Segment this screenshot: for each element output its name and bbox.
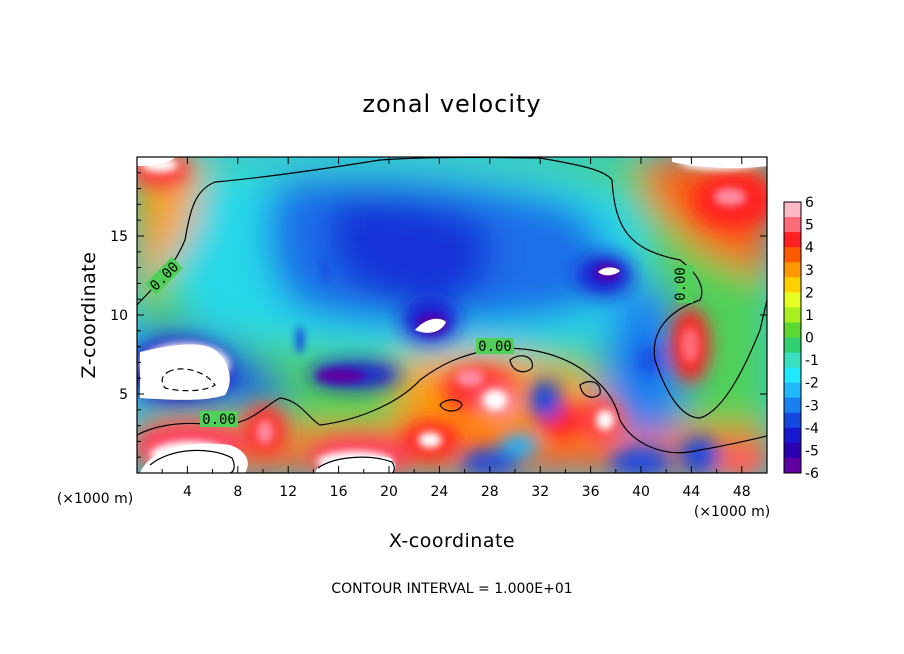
contour-label: 0.00 [478, 339, 512, 355]
colorbar-swatch [784, 457, 801, 474]
contour-label: 0.00 [202, 412, 236, 428]
contour-interval-note: CONTOUR INTERVAL = 1.000E+01 [331, 581, 572, 597]
colorbar-swatch [784, 247, 801, 263]
x-tick-label: 36 [582, 484, 600, 500]
x-tick-label: 4 [183, 484, 192, 500]
contour-zero-blob-c [579, 381, 601, 398]
colorbar-swatch [784, 232, 801, 248]
y-axis: 5 10 15 [110, 172, 767, 458]
colorbar-swatch [784, 322, 801, 338]
colorbar-frame [783, 201, 802, 474]
contour-positive-left [149, 449, 235, 473]
x-axis: 4 8 12 16 20 24 28 32 36 40 44 48 [161, 157, 751, 500]
colorbar-tick-label: -5 [805, 443, 819, 459]
core-white-right [598, 267, 620, 276]
colorbar-tick-label: -2 [805, 376, 819, 392]
colorbar-tick-label: -4 [805, 421, 819, 437]
y-tick-label: 15 [110, 229, 128, 245]
colorbar-swatch [784, 397, 801, 414]
x-axis-title: X-coordinate [389, 530, 515, 552]
colorbar-swatch [784, 337, 801, 354]
x-tick-label: 28 [481, 484, 499, 500]
colorbar-swatch [784, 427, 801, 444]
colorbar-swatch [784, 202, 801, 218]
x-axis-unit: (×1000 m) [694, 504, 770, 520]
colorbar-tick-label: 5 [805, 218, 814, 234]
colorbar-tick-label: 0 [805, 331, 814, 347]
x-tick-label: 8 [233, 484, 242, 500]
colorbar-tick-label: 2 [805, 285, 814, 301]
x-tick-label: 20 [380, 484, 398, 500]
y-axis-unit: (×1000 m) [57, 491, 133, 507]
contour-labels: 0.00 0.00 0.00 0.00 [144, 256, 693, 428]
colorbar-tick-label: 6 [805, 195, 814, 211]
plot-area [137, 157, 767, 473]
core-white-ground-left [140, 443, 248, 473]
colorbar-swatch [784, 412, 801, 429]
contour-zero-lower [137, 347, 767, 454]
colorbar-tick-label: 1 [805, 308, 814, 324]
core-white-topleft [137, 157, 175, 166]
x-tick-label: 40 [632, 484, 650, 500]
x-tick-label: 12 [279, 484, 297, 500]
colorbar-swatch [784, 292, 801, 308]
colorbar-swatch [784, 262, 801, 278]
colorbar-swatch [784, 307, 801, 323]
colorbar-tick-label: -6 [805, 466, 819, 482]
contour-zero-blob-b [509, 355, 533, 373]
colorbar-swatch [784, 367, 801, 384]
colorbar-swatch [784, 217, 801, 233]
colorbar-tick-label: 4 [805, 240, 814, 256]
x-tick-label: 24 [430, 484, 448, 500]
contour-negative-left [161, 368, 216, 392]
colorbar-tick-label: 3 [805, 263, 814, 279]
contour-positive-center [317, 456, 395, 473]
x-tick-label: 48 [733, 484, 751, 500]
core-white-topright [672, 157, 767, 169]
contour-zero-blob-a [439, 399, 463, 412]
x-tick-label: 32 [531, 484, 549, 500]
colorbar-swatch [784, 382, 801, 399]
contour-zero-left [137, 157, 767, 419]
chart-title: zonal velocity [362, 90, 541, 118]
y-tick-label: 10 [110, 308, 128, 324]
colorbar-swatch [784, 352, 801, 369]
zero-contours [137, 157, 767, 473]
y-tick-label: 5 [119, 387, 128, 403]
colorbar: 6 5 4 3 2 1 0 -1 -2 -3 -4 -5 -6 [783, 195, 819, 482]
colorbar-swatch [784, 442, 801, 459]
colorbar-tick-label: -1 [805, 353, 819, 369]
contour-label: 0.00 [673, 267, 689, 301]
y-axis-title: Z-coordinate [78, 252, 100, 379]
x-tick-label: 44 [682, 484, 700, 500]
core-white-left [140, 344, 230, 400]
colorbar-swatch [784, 277, 801, 293]
colorbar-tick-label: -3 [805, 398, 819, 414]
x-tick-label: 16 [330, 484, 348, 500]
core-white-center [415, 318, 446, 333]
